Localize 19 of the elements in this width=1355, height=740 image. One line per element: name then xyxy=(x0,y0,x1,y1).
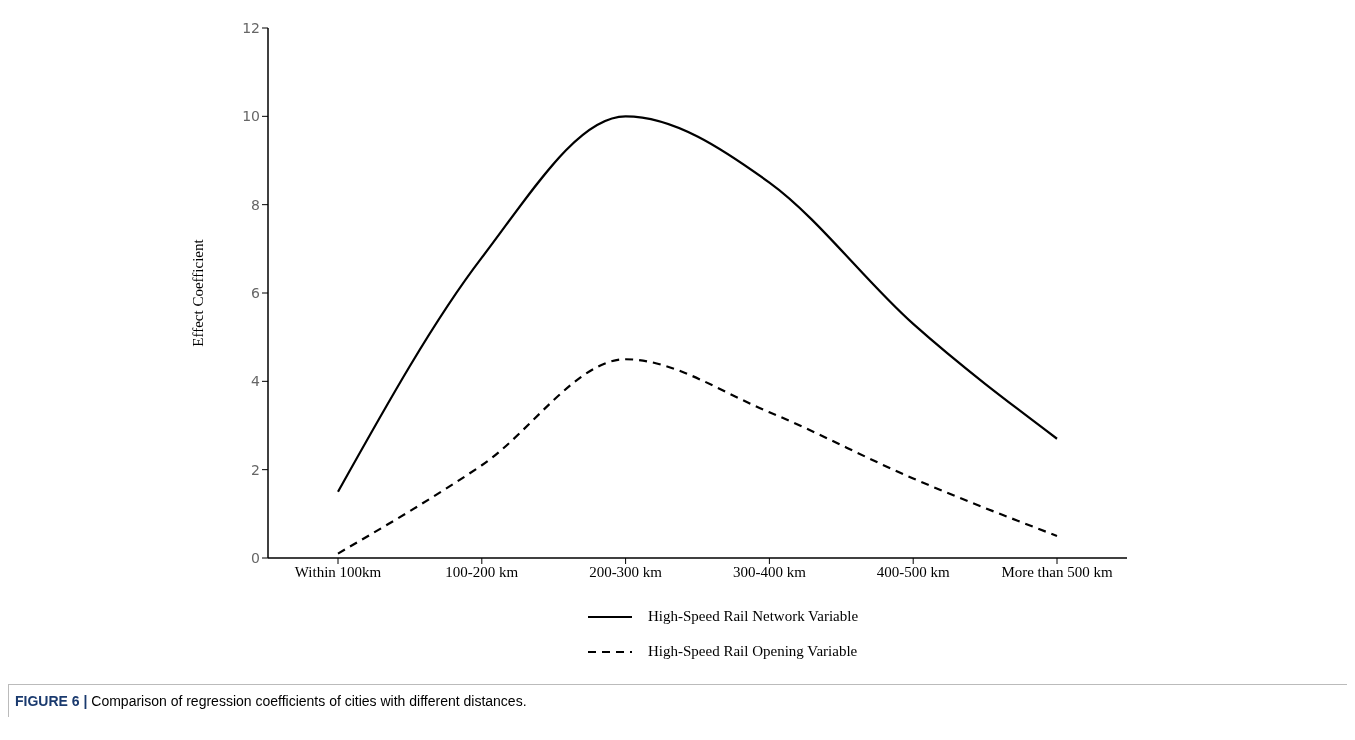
y-tick-label: 0 xyxy=(251,549,260,566)
x-tick-label: 200-300 km xyxy=(589,563,663,580)
x-tick-label: 400-500 km xyxy=(876,563,950,580)
y-tick-label: 6 xyxy=(251,284,261,301)
line-series xyxy=(336,115,1059,493)
line-series xyxy=(336,358,1059,555)
y-tick-label: 4 xyxy=(251,373,261,390)
x-tick-label: Within 100km xyxy=(294,563,382,580)
x-tick-label: 100-200 km xyxy=(445,563,519,580)
y-tick-label: 2 xyxy=(251,461,260,478)
y-tick-label: 8 xyxy=(251,196,260,213)
caption: FIGURE 6 | Comparison of regression coefficients of cities with different distances. xyxy=(8,684,1347,717)
y-tick-label: 10 xyxy=(242,108,260,125)
legend-label: High-Speed Rail Network Variable xyxy=(648,608,859,625)
y-tick-label: 12 xyxy=(242,19,260,36)
x-tick-label: 300-400 km xyxy=(732,563,807,580)
x-tick-label: More than 500 km xyxy=(1001,563,1113,580)
legend-label: High-Speed Rail Opening Variable xyxy=(648,643,858,660)
y-axis-title: Effect Coefficient xyxy=(190,238,207,347)
